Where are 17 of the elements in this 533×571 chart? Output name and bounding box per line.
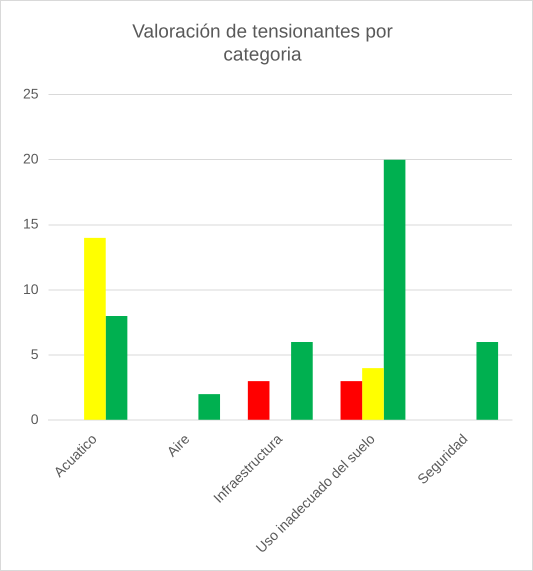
bar: [84, 238, 106, 420]
bar: [476, 342, 498, 420]
bar: [248, 381, 270, 420]
bar: [291, 342, 313, 420]
chart-title: Valoración de tensionantes por categoria: [132, 22, 394, 66]
bar: [362, 368, 384, 420]
bar: [340, 381, 362, 420]
bar: [384, 160, 406, 420]
y-tick-label: 10: [22, 280, 39, 297]
y-tick-label: 5: [30, 346, 39, 362]
y-tick-label: 15: [22, 216, 39, 232]
y-tick-label: 0: [30, 411, 39, 428]
bar: [106, 316, 128, 420]
x-tick-label: Aire: [164, 430, 193, 460]
y-tick-label: 25: [22, 85, 39, 102]
bar: [198, 394, 220, 420]
y-tick-label: 20: [22, 150, 39, 167]
